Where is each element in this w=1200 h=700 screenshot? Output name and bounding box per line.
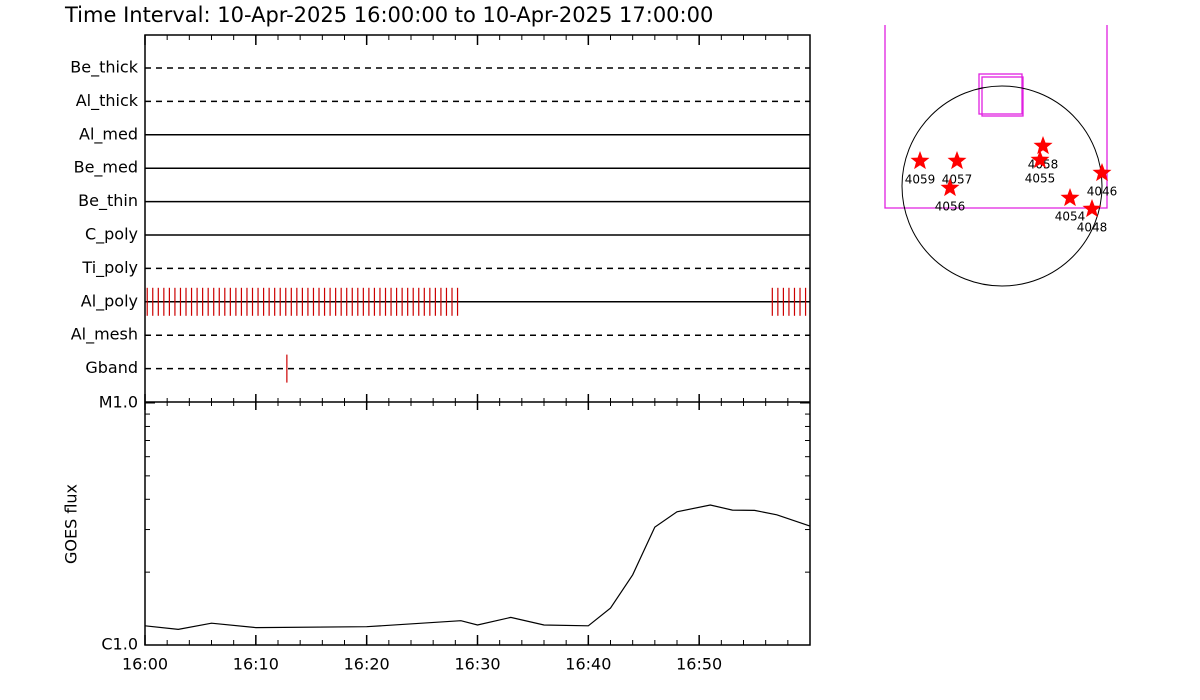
region-star [940, 178, 960, 197]
filter-label: Al_poly [81, 291, 138, 311]
filter-label: Al_mesh [71, 325, 138, 345]
x-tick-label: 16:00 [122, 655, 168, 674]
filter-label: Gband [85, 358, 138, 377]
y-axis-label: GOES flux [62, 484, 81, 564]
region-label: 4048 [1077, 221, 1108, 235]
x-tick-label: 16:40 [565, 655, 611, 674]
region-star [910, 151, 930, 170]
fov [884, 25, 1108, 209]
x-tick-label: 16:50 [676, 655, 722, 674]
region-star [1030, 150, 1050, 168]
chart-title: Time Interval: 10-Apr-2025 16:00:00 to 1… [64, 3, 713, 27]
filter-label: Al_med [79, 124, 138, 144]
plot-frame [144, 34, 811, 646]
filter-label: Ti_poly [81, 258, 138, 278]
region-label: 4054 [1055, 209, 1086, 223]
region-star [1060, 188, 1080, 207]
region-label: 4055 [1025, 171, 1056, 185]
y-tick-label: M1.0 [99, 393, 138, 412]
solar-disk [901, 85, 1103, 287]
region-label: 4046 [1087, 184, 1118, 198]
x-tick-label: 16:30 [454, 655, 500, 674]
filter-label: Al_thick [76, 91, 139, 111]
goes-line [144, 504, 811, 631]
region-star [1092, 163, 1112, 182]
filter-label: Be_med [74, 158, 138, 178]
y-tick-label: C1.0 [101, 635, 138, 654]
filter-label: C_poly [85, 225, 138, 245]
region-star [1082, 199, 1102, 218]
region-label: 4057 [942, 173, 973, 187]
region-label: 4056 [935, 199, 966, 213]
region-label: 4059 [905, 173, 936, 187]
x-tick-label: 16:20 [344, 655, 390, 674]
filter-label: Be_thin [78, 191, 138, 211]
region-star [947, 151, 967, 170]
filter-label: Be_thick [70, 58, 138, 78]
x-tick-label: 16:10 [233, 655, 279, 674]
region-star [1033, 136, 1053, 155]
